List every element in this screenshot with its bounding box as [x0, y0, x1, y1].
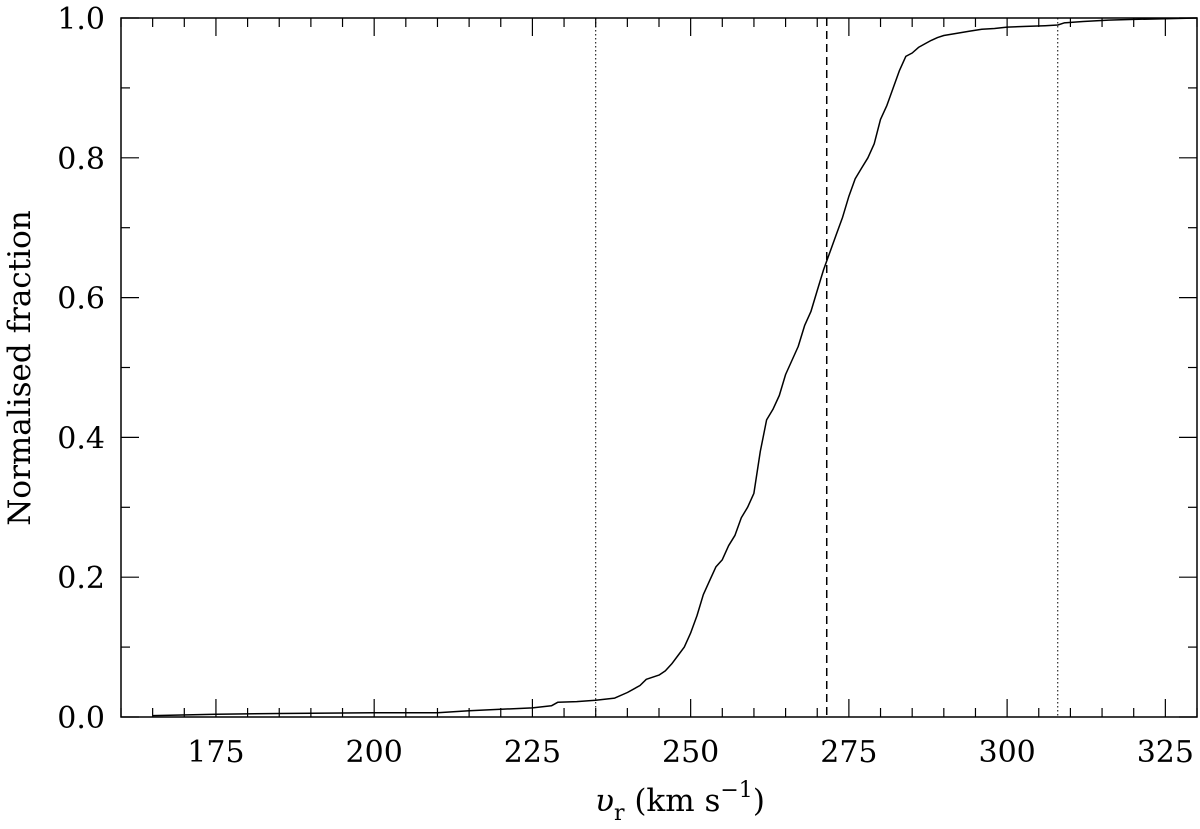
x-tick-label: 275 [820, 735, 877, 770]
y-tick-labels: 0.0 0.2 0.4 0.6 0.8 1.0 [57, 2, 105, 736]
y-tick-label: 0.4 [57, 421, 105, 456]
y-tick-label: 0.6 [57, 282, 105, 317]
major-ticks [121, 17, 1197, 718]
y-tick-label: 0.8 [57, 142, 105, 177]
reference-lines [595, 18, 1059, 717]
x-tick-labels: 175 200 225 250 275 300 325 [187, 735, 1194, 770]
y-tick-label: 0.2 [57, 561, 105, 596]
x-tick-label: 300 [978, 735, 1035, 770]
y-tick-label: 0.0 [57, 701, 105, 736]
cumulative-fraction-line [152, 17, 1198, 717]
y-axis-label: Normalised fraction [2, 210, 38, 525]
x-tick-label: 250 [662, 735, 719, 770]
x-tick-label: 325 [1137, 735, 1194, 770]
x-tick-label: 225 [504, 735, 561, 770]
x-axis-label-subscript: r [614, 801, 625, 826]
x-axis-label-symbol: υ [595, 783, 614, 819]
x-axis-label-superscript: −1 [720, 778, 752, 803]
y-tick-label: 1.0 [57, 2, 105, 37]
plot-frame [120, 17, 1198, 718]
series-layer [152, 17, 1198, 717]
x-axis-label-unit: (km s [624, 783, 720, 819]
minor-ticks [120, 18, 1198, 717]
x-axis-label: υr (km s−1) [595, 778, 765, 826]
x-axis-label-close: ) [753, 783, 765, 819]
x-tick-label: 200 [346, 735, 403, 770]
x-tick-label: 175 [187, 735, 244, 770]
